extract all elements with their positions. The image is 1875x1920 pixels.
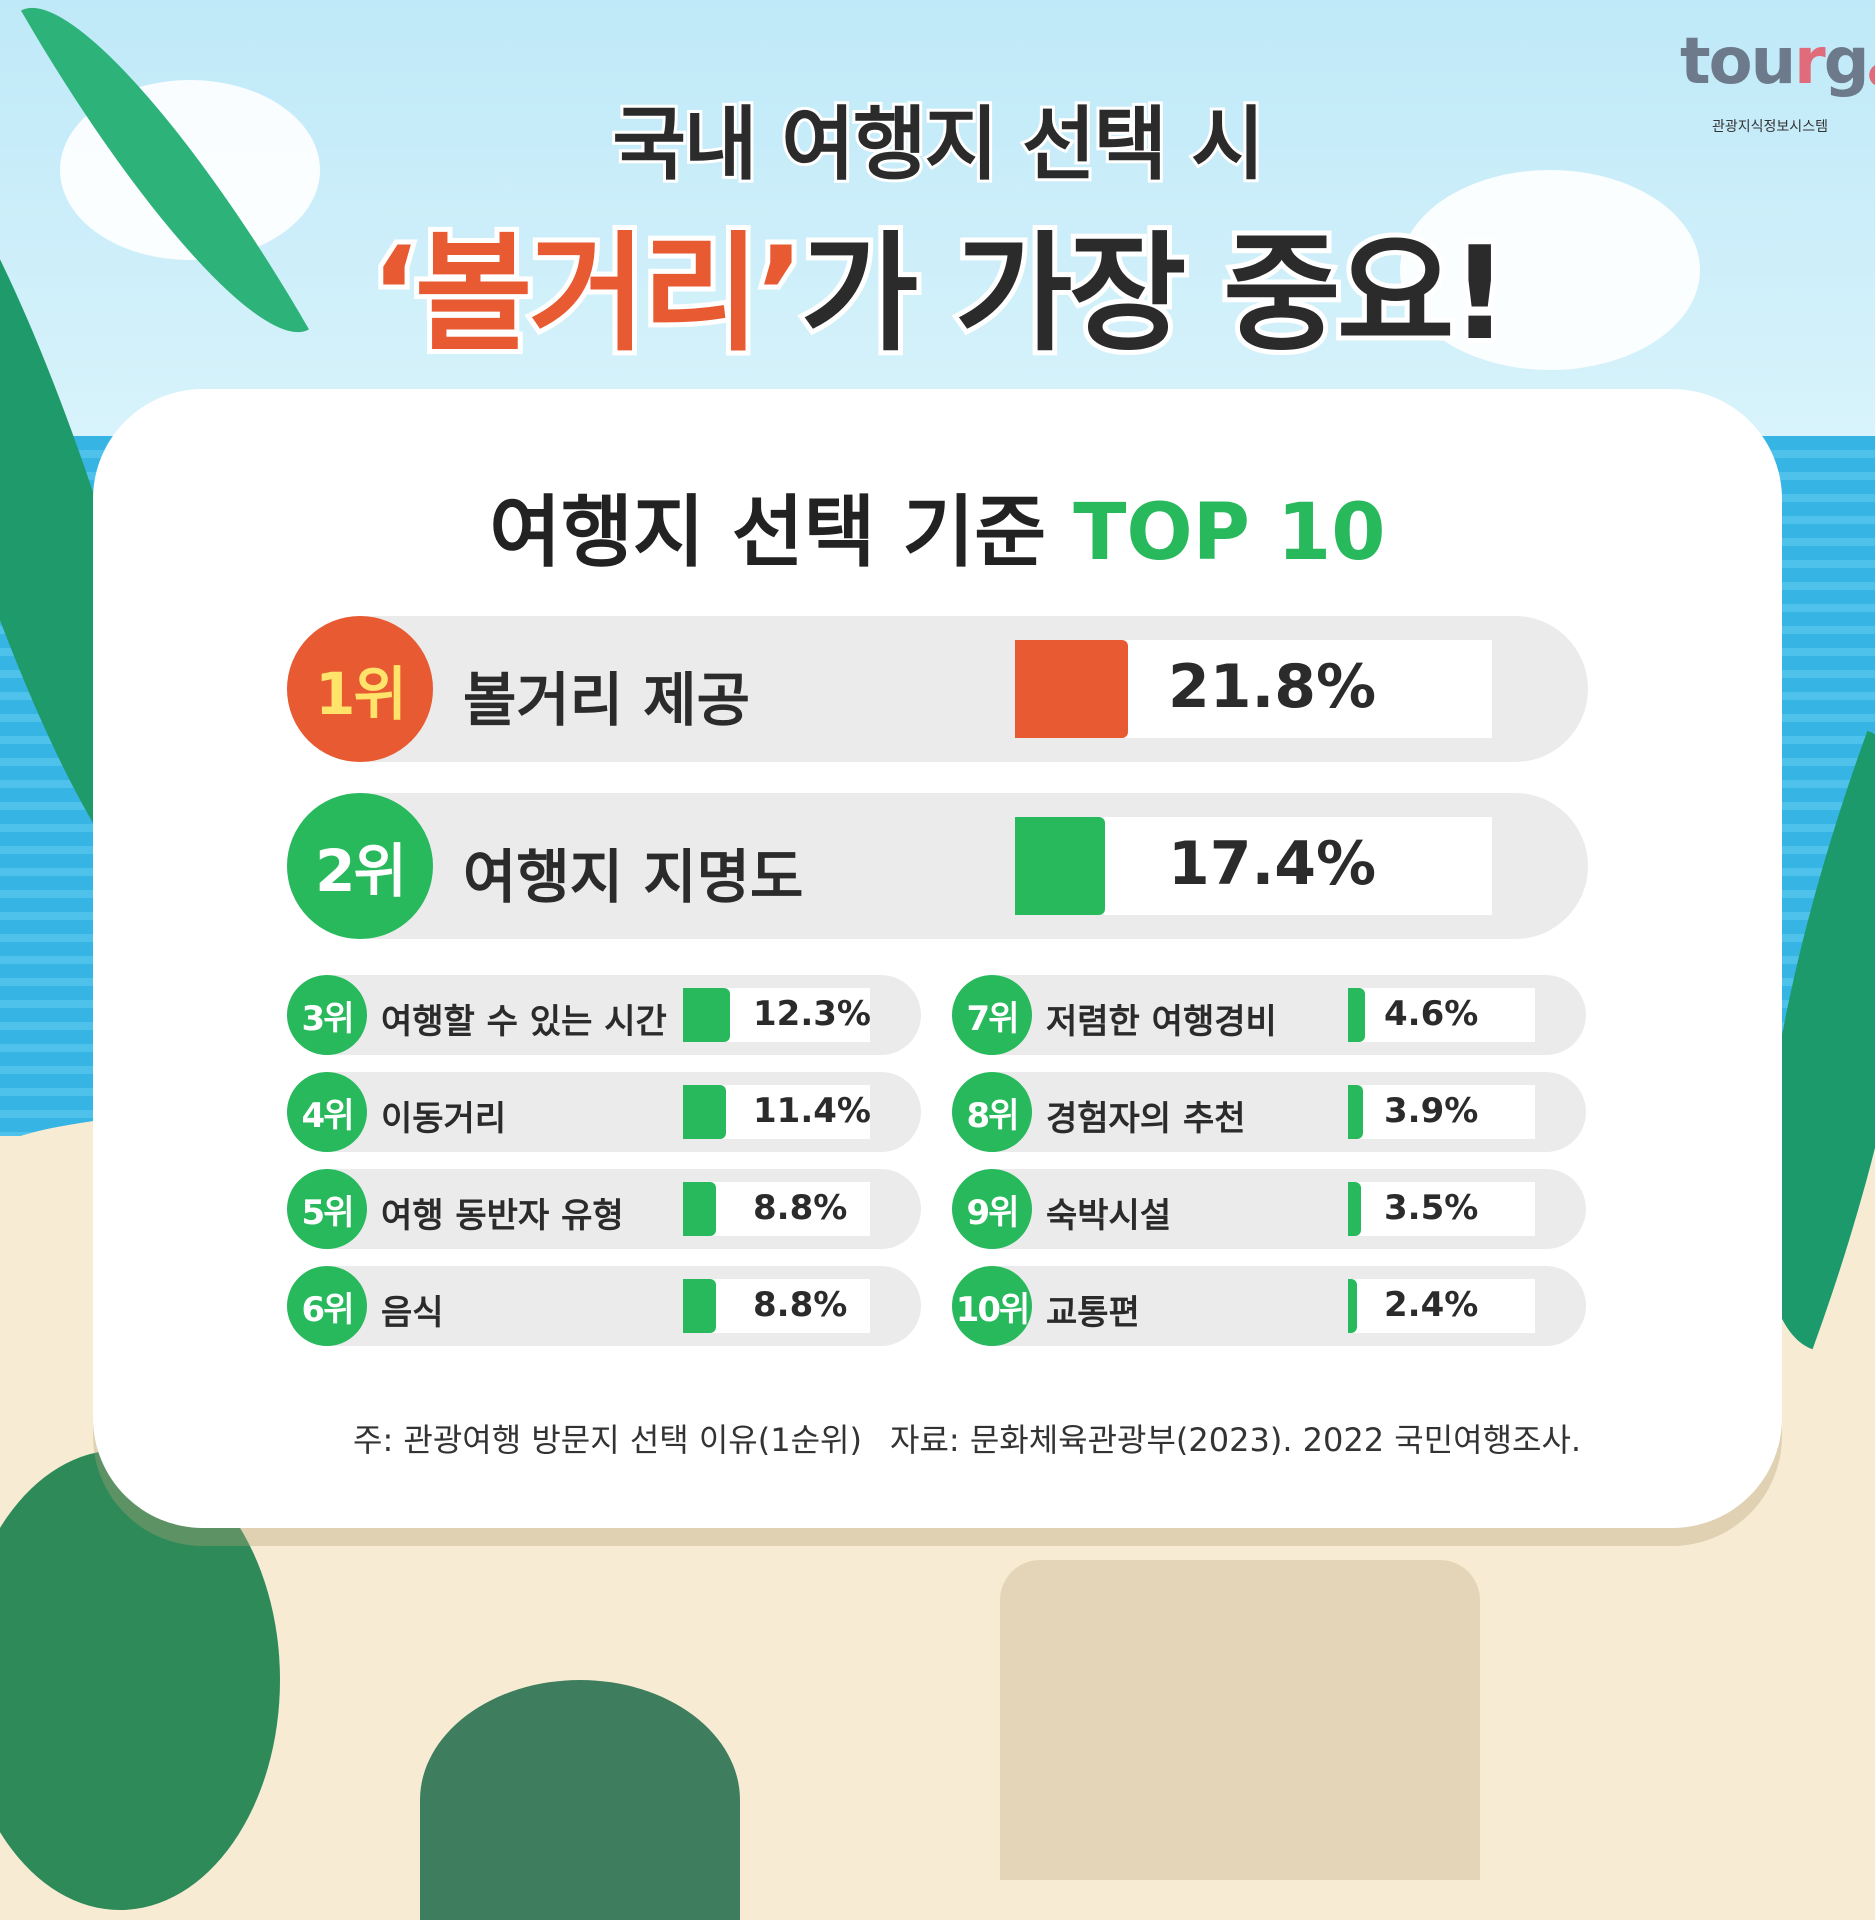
bar-track (1015, 817, 1492, 915)
footnote: 주: 관광여행 방문지 선택 이유(1순위) (353, 1421, 862, 1459)
headline-rest: 가 가장 중요! (796, 215, 1514, 374)
value-label: 21.8% (1168, 651, 1377, 722)
logo-subtitle: 관광지식정보시스템 (1712, 119, 1828, 135)
row-label: 경험자의 추천 (1046, 1098, 1246, 1139)
value-label: 8.8% (753, 1187, 848, 1228)
logo-word: tourg● (1680, 25, 1875, 99)
bar-fill (1348, 1182, 1362, 1236)
source-note: 자료: 문화체육관광부(2023). 2022 국민여행조사. (890, 1421, 1582, 1459)
headline-line1: 국내 여행지 선택 시 (609, 95, 1267, 194)
value-label: 17.4% (1168, 828, 1377, 899)
bar-fill (683, 1085, 727, 1139)
bar-track (1348, 1182, 1535, 1236)
value-label: 8.8% (753, 1284, 848, 1325)
bar-fill (683, 988, 730, 1042)
row-label: 교통편 (1046, 1292, 1140, 1333)
chart-title-main: 여행지 선택 기준 (489, 488, 1047, 578)
row-label: 여행지 지명도 (463, 843, 804, 912)
bar-track (1015, 640, 1492, 738)
bar-track (683, 1279, 870, 1333)
bar-fill (1015, 640, 1129, 738)
row-label: 볼거리 제공 (463, 666, 750, 735)
rank-badge: 1위 (287, 616, 433, 762)
row-label: 저렴한 여행경비 (1046, 1001, 1277, 1042)
bar-track (1348, 988, 1535, 1042)
couple-illustration (1000, 1560, 1480, 1880)
rank-badge: 10위 (952, 1266, 1032, 1346)
rank-badge: 4위 (287, 1072, 367, 1152)
value-label: 12.3% (753, 993, 871, 1034)
rank-badge: 7위 (952, 975, 1032, 1055)
headline-line2: ‘볼거리’가 가장 중요! (0, 190, 1875, 375)
rank-badge: 3위 (287, 975, 367, 1055)
rank-badge: 6위 (287, 1266, 367, 1346)
bar-fill (1348, 1085, 1363, 1139)
rank-badge: 5위 (287, 1169, 367, 1249)
rank-badge: 9위 (952, 1169, 1032, 1249)
row-label: 음식 (381, 1292, 444, 1333)
chart-title: 여행지 선택 기준 TOP 10 (0, 470, 1875, 582)
chart-title-accent: TOP 10 (1073, 488, 1386, 578)
bar-track (1348, 1085, 1535, 1139)
bar-track (683, 1085, 870, 1139)
monstera-leaf (420, 1680, 740, 1920)
value-label: 3.5% (1384, 1187, 1479, 1228)
bar-track (683, 1182, 870, 1236)
bar-fill (683, 1279, 717, 1333)
value-label: 4.6% (1384, 993, 1479, 1034)
bar-track (1348, 1279, 1535, 1333)
bar-fill (683, 1182, 717, 1236)
value-label: 3.9% (1384, 1090, 1479, 1131)
bar-fill (1348, 988, 1366, 1042)
rank-badge: 2위 (287, 793, 433, 939)
row-label: 여행할 수 있는 시간 (381, 1001, 667, 1042)
headline-highlight: ‘볼거리’ (365, 215, 810, 374)
row-label: 이동거리 (381, 1098, 507, 1139)
row-label: 숙박시설 (1046, 1195, 1172, 1236)
value-label: 11.4% (753, 1090, 871, 1131)
value-label: 2.4% (1384, 1284, 1479, 1325)
bar-fill (1348, 1279, 1358, 1333)
bar-track (683, 988, 870, 1042)
row-label: 여행 동반자 유형 (381, 1195, 624, 1236)
cloud (1400, 170, 1700, 370)
tourgo-logo: tourg● 관광지식정보시스템 (1680, 25, 1875, 136)
rank-badge: 8위 (952, 1072, 1032, 1152)
bar-fill (1015, 817, 1106, 915)
